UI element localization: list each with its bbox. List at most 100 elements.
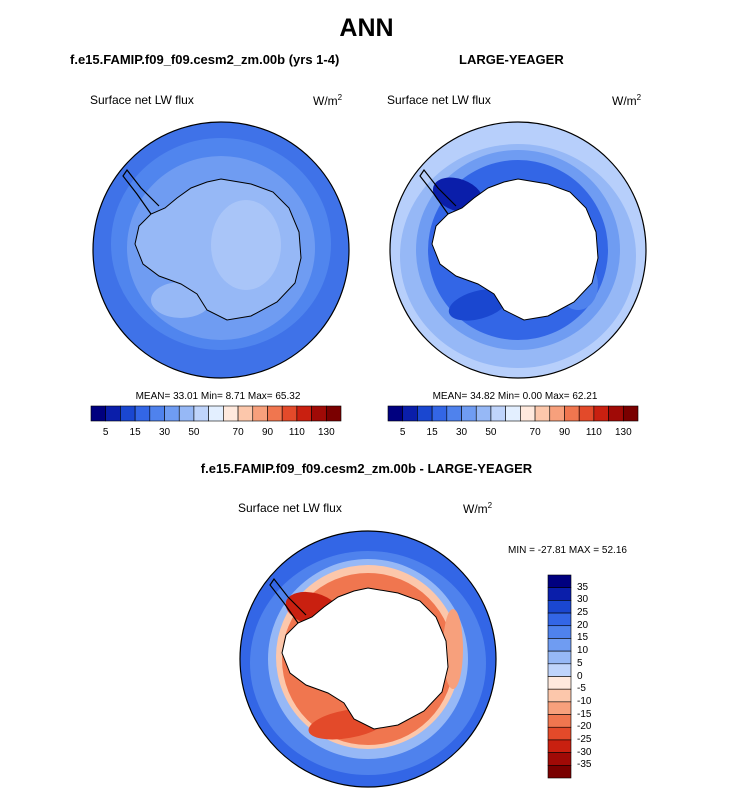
colorbar-tick-label: -15 xyxy=(577,708,592,720)
colorbar-swatch xyxy=(547,612,572,627)
colorbar-tick-label: 70 xyxy=(232,427,244,438)
colorbar-tick-label: 110 xyxy=(585,427,602,438)
colorbar-tick-label: 30 xyxy=(577,594,589,606)
colorbar-swatch xyxy=(547,688,572,703)
panel-2-variable-label: Surface net LW flux xyxy=(387,93,491,107)
colorbar-tick-label: 20 xyxy=(577,619,589,631)
colorbar-swatch xyxy=(547,701,572,715)
peninsula-coastline xyxy=(419,168,457,215)
colorbar-tick-label: 35 xyxy=(577,581,589,593)
colorbar-tick-label: -10 xyxy=(577,695,592,707)
colorbar-swatch xyxy=(164,405,180,422)
colorbar-swatch xyxy=(311,405,327,422)
colorbar-swatch xyxy=(593,405,609,422)
colorbar-tick-label: 130 xyxy=(614,427,632,438)
colorbar-swatch xyxy=(622,405,639,422)
colorbar-swatch xyxy=(223,405,239,422)
colorbar-swatch xyxy=(547,638,572,652)
colorbar-swatch xyxy=(461,405,477,422)
panel-1-title: f.e15.FAMIP.f09_f09.cesm2_zm.00b (yrs 1-… xyxy=(70,52,340,67)
colorbar-tick-label: 5 xyxy=(577,657,583,669)
colorbar-tick-label: 70 xyxy=(529,427,541,438)
colorbar-swatch xyxy=(549,405,565,422)
colorbar-swatch xyxy=(547,726,572,741)
colorbar-swatch xyxy=(547,625,572,639)
colorbar-swatch xyxy=(505,405,521,422)
colorbar-swatch xyxy=(446,405,462,422)
colorbar-swatch xyxy=(547,574,572,588)
colorbar-swatch xyxy=(547,676,572,690)
panel-3-polar-map xyxy=(239,530,497,788)
colorbar-swatch xyxy=(296,405,312,422)
colorbar-swatch xyxy=(547,714,572,728)
panel-1-colorbar xyxy=(90,405,342,422)
panel-2-polar-map xyxy=(389,121,647,379)
colorbar-swatch xyxy=(387,405,404,422)
colorbar-swatch xyxy=(547,765,572,779)
colorbar-tick-label: 50 xyxy=(485,427,497,438)
colorbar-swatch xyxy=(252,405,268,422)
colorbar-swatch xyxy=(475,405,492,422)
colorbar-swatch xyxy=(267,405,283,422)
antarctica-coastline xyxy=(431,178,599,321)
colorbar-tick-label: 90 xyxy=(558,427,571,438)
colorbar-tick-label: -20 xyxy=(577,721,592,733)
colorbar-swatch xyxy=(490,405,506,422)
colorbar-swatch xyxy=(608,405,624,422)
map-boundary xyxy=(389,121,647,379)
colorbar-tick-label: 25 xyxy=(577,607,589,619)
colorbar-tick-label: 15 xyxy=(426,427,438,438)
colorbar-swatch xyxy=(325,405,342,422)
colorbar-swatch xyxy=(417,405,433,422)
colorbar-tick-label: 10 xyxy=(577,645,589,657)
colorbar-swatch xyxy=(564,405,580,422)
contour-patch-1 xyxy=(448,289,508,321)
colorbar-tick-label: -30 xyxy=(577,746,592,758)
panel-3-stats: MIN = -27.81 MAX = 52.16 xyxy=(508,545,627,556)
colorbar-tick-label: 0 xyxy=(577,670,583,682)
colorbar-tick-label: -35 xyxy=(577,759,592,771)
colorbar-tick-label: 5 xyxy=(399,427,406,438)
colorbar-tick-label: 15 xyxy=(577,632,589,644)
peninsula-coastline xyxy=(122,168,160,215)
colorbar-tick-label: 30 xyxy=(455,427,468,438)
colorbar-swatch xyxy=(193,405,209,422)
panel-1-variable-label: Surface net LW flux xyxy=(90,93,194,107)
panel-2-colorbar xyxy=(387,405,639,422)
colorbar-tick-label: 90 xyxy=(261,427,274,438)
colorbar-swatch xyxy=(134,405,151,422)
peninsula-coastline xyxy=(269,577,307,624)
panel-2-units: W/m2 xyxy=(612,93,642,108)
colorbar-tick-label: 110 xyxy=(288,427,305,438)
colorbar-swatch xyxy=(547,587,572,601)
colorbar-swatch xyxy=(547,739,572,753)
colorbar-swatch xyxy=(578,405,595,422)
colorbar-tick-label: 130 xyxy=(317,427,335,438)
colorbar-swatch xyxy=(534,405,551,422)
colorbar-tick-label: 5 xyxy=(102,427,109,438)
panel-1-polar-map xyxy=(92,121,350,379)
panel-1-stats: MEAN= 33.01 Min= 8.71 Max= 65.32 xyxy=(135,391,301,402)
colorbar-swatch xyxy=(120,405,136,422)
panel-3-title: f.e15.FAMIP.f09_f09.cesm2_zm.00b - LARGE… xyxy=(200,461,533,476)
panel-2-stats: MEAN= 34.82 Min= 0.00 Max= 62.21 xyxy=(432,391,598,402)
colorbar-swatch xyxy=(178,405,195,422)
panel-3-colorbar xyxy=(547,574,572,779)
colorbar-swatch xyxy=(90,405,107,422)
colorbar-tick-label: -5 xyxy=(577,683,586,695)
land-field-0 xyxy=(211,200,281,290)
colorbar-swatch xyxy=(547,752,572,766)
colorbar-tick-label: 50 xyxy=(188,427,200,438)
figure-title: ANN xyxy=(339,14,394,42)
map-boundary xyxy=(239,530,497,788)
colorbar-tick-label: -25 xyxy=(577,733,592,745)
panel-1-units: W/m2 xyxy=(313,93,343,108)
map-boundary xyxy=(92,121,350,379)
colorbar-swatch xyxy=(431,405,448,422)
panel-2-title: LARGE-YEAGER xyxy=(459,52,564,67)
colorbar-swatch xyxy=(547,650,572,665)
antarctica-coastline xyxy=(281,587,449,730)
panel-3-units: W/m2 xyxy=(463,501,493,516)
colorbar-swatch xyxy=(208,405,224,422)
colorbar-swatch xyxy=(520,405,536,422)
